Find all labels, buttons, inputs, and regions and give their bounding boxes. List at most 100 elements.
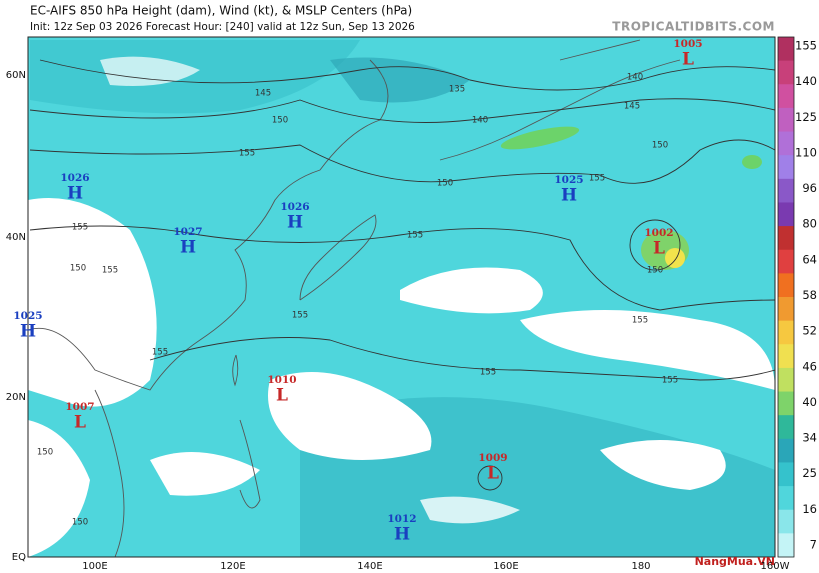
colorbar-swatch	[778, 249, 794, 274]
map-title: EC-AIFS 850 hPa Height (dam), Wind (kt),…	[30, 4, 412, 18]
pressure-center: L	[276, 386, 288, 406]
longitude-label: 140E	[357, 561, 382, 572]
contour-label: 150	[647, 266, 663, 276]
storm-core	[665, 248, 685, 268]
contour-label: 155	[407, 231, 423, 241]
contour-label: 150	[70, 264, 86, 274]
calm-area	[28, 198, 157, 407]
latitude-label: EQ	[12, 552, 26, 563]
colorbar-swatch	[778, 107, 794, 133]
colorbar-label: 96	[802, 181, 817, 195]
map-area	[28, 37, 775, 557]
pressure-center: L	[682, 50, 694, 70]
colorbar-swatch	[778, 462, 794, 487]
longitude-label: 160W	[761, 561, 790, 572]
contour-label: 135	[449, 85, 465, 95]
colorbar-label: 125	[795, 110, 817, 124]
colorbar-label: 58	[802, 288, 817, 302]
colorbar-swatch	[778, 320, 794, 345]
contour-label: 155	[632, 316, 648, 326]
colorbar-label: 7	[810, 538, 817, 552]
colorbar-label: 40	[802, 395, 817, 409]
contour-label: 145	[624, 102, 640, 112]
colorbar-frame	[777, 36, 795, 558]
colorbar-swatch	[778, 486, 794, 511]
colorbar-swatch	[778, 273, 794, 298]
coastlines	[28, 39, 681, 557]
colorbar-label: 34	[802, 431, 817, 445]
colorbar-swatch	[778, 509, 794, 534]
latitude-label: 20N	[6, 392, 26, 403]
latitude-label: 40N	[6, 232, 26, 243]
source-credit: TROPICALTIDBITS.COM	[612, 20, 775, 34]
contour-label: 150	[272, 116, 288, 126]
contour-label: 150	[72, 518, 88, 528]
pressure-center: L	[487, 464, 499, 484]
contour-label: 150	[652, 141, 668, 151]
calm-area	[400, 267, 543, 314]
map-frame	[27, 36, 776, 558]
colorbar-swatch	[778, 84, 794, 109]
watermark: NangMua.VN	[695, 555, 775, 568]
pressure-value: 1007	[65, 401, 94, 413]
longitude-label: 160E	[493, 561, 518, 572]
jet-max	[742, 155, 762, 169]
contour-label: 155	[589, 174, 605, 184]
calm-area	[420, 496, 520, 524]
colorbar-swatch	[778, 131, 794, 156]
pressure-value: 1026	[280, 201, 309, 213]
colorbar-swatch	[778, 202, 794, 227]
map-subtitle: Init: 12z Sep 03 2026 Forecast Hour: [24…	[30, 21, 415, 33]
pressure-value: 1025	[13, 310, 42, 322]
height-contours	[29, 59, 775, 491]
pressure-center: H	[67, 184, 83, 204]
longitude-label: 100E	[82, 561, 107, 572]
contour-label: 155	[292, 311, 308, 321]
pressure-value: 1005	[673, 38, 702, 50]
contour-label: 155	[102, 266, 118, 276]
pressure-center: H	[20, 322, 36, 342]
wind-shade	[330, 57, 470, 103]
colorbar-label: 64	[802, 252, 817, 266]
contour-label: 155	[72, 223, 88, 233]
colorbar-label: 110	[795, 145, 817, 159]
pressure-center: H	[180, 238, 196, 258]
contour-label: 155	[662, 376, 678, 386]
colorbar-swatch	[778, 415, 794, 440]
calm-area	[100, 56, 200, 86]
colorbar-label: 155	[795, 39, 817, 53]
colorbar-label: 80	[802, 217, 817, 231]
calm-area	[28, 420, 90, 557]
colorbar-swatch	[778, 297, 794, 322]
pressure-center: H	[561, 186, 577, 206]
colorbar-label: 46	[802, 359, 817, 373]
longitude-label: 120E	[220, 561, 245, 572]
colorbar-swatch	[778, 533, 794, 558]
colorbar-label: 16	[802, 502, 817, 516]
colorbar-swatch	[778, 37, 794, 62]
colorbar-swatch	[778, 178, 794, 203]
calm-area	[520, 310, 775, 390]
pressure-value: 1002	[644, 227, 673, 239]
colorbar-label: 52	[802, 324, 817, 338]
contour-label: 155	[152, 348, 168, 358]
colorbar-swatch	[778, 367, 794, 393]
latitude-label: 60N	[6, 70, 26, 81]
contour-label: 155	[480, 368, 496, 378]
calm-area	[150, 452, 260, 496]
pressure-value: 1025	[554, 174, 583, 186]
colorbar: 155 140 125 110 96 80 64 58 52 46 40 34 25 16 7	[777, 36, 817, 558]
colorbar-swatch	[778, 344, 794, 369]
jet-max	[500, 126, 580, 150]
calm-area	[600, 440, 726, 490]
calm-area	[268, 372, 432, 460]
pressure-value: 1009	[478, 452, 507, 464]
colorbar-label: 25	[802, 466, 817, 480]
pressure-value: 1010	[267, 374, 296, 386]
pressure-value: 1027	[173, 226, 202, 238]
pressure-value: 1012	[387, 513, 416, 525]
contour-label: 140	[627, 73, 643, 83]
pressure-center: L	[74, 413, 86, 433]
contour-label: 150	[37, 448, 53, 458]
